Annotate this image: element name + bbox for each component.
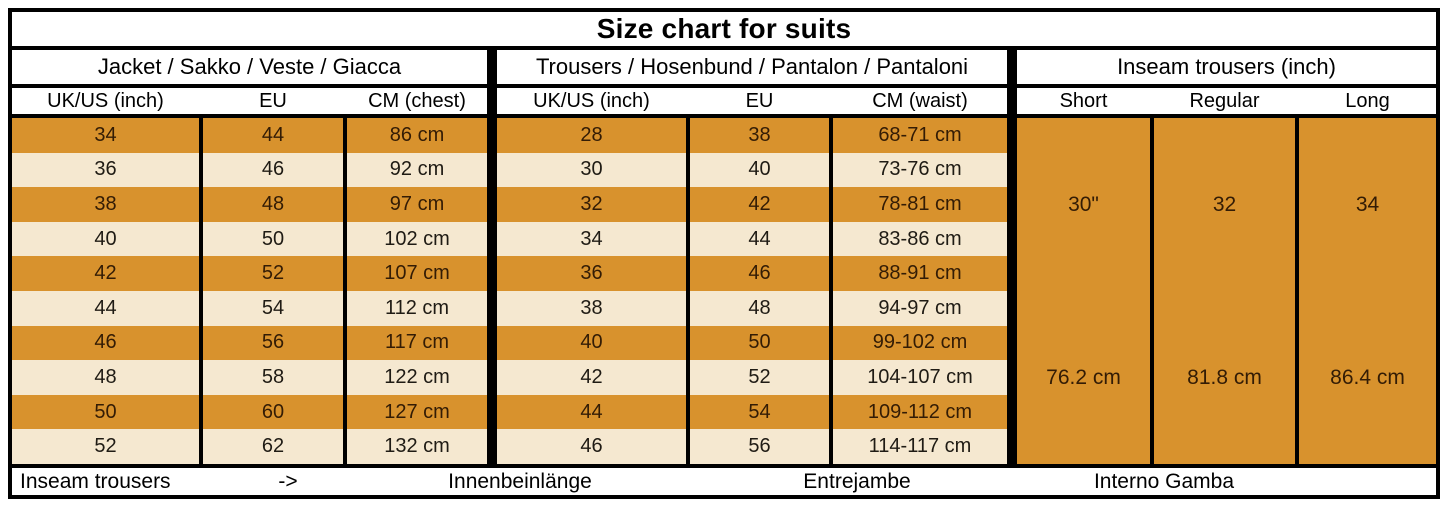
table-cell: 112 cm xyxy=(347,290,487,326)
table-cell: 48 xyxy=(12,360,199,395)
table-cell: 99-102 cm xyxy=(833,325,1007,361)
table-cell: 38 xyxy=(690,118,829,153)
table-cell: 83-86 cm xyxy=(833,221,1007,257)
inseam-column-short: 30" 76.2 cm xyxy=(1017,118,1150,464)
section-header-inseam: Inseam trousers (inch) xyxy=(1017,50,1436,84)
table-cell: 44 xyxy=(12,290,199,326)
table-cell: 86 cm xyxy=(347,118,487,153)
table-cell: 54 xyxy=(690,394,829,430)
table-cell: 54 xyxy=(203,290,343,326)
table-cell: 40 xyxy=(497,325,686,361)
column-header-trousers-eu: EU xyxy=(745,89,774,112)
footer-spanish-label: Entrejambe xyxy=(803,469,911,493)
inseam-column-long: 34 86.4 cm xyxy=(1299,118,1436,464)
table-cell: 58 xyxy=(203,360,343,395)
table-cell: 30 xyxy=(497,152,686,188)
inseam-size-table: 30" 76.2 cm 32 81.8 cm 34 86.4 cm xyxy=(1017,118,1436,464)
table-cell: 52 xyxy=(690,360,829,395)
column-header-trousers-ukus: UK/US (inch) xyxy=(533,89,650,112)
inseam-long-cm: 86.4 cm xyxy=(1330,365,1405,389)
inseam-column-regular: 32 81.8 cm xyxy=(1154,118,1295,464)
table-cell: 114-117 cm xyxy=(833,429,1007,464)
table-cell: 132 cm xyxy=(347,429,487,464)
trousers-column-headers: UK/US (inch) EU CM (waist) xyxy=(497,88,1007,114)
table-cell: 46 xyxy=(12,325,199,361)
inseam-short-inch: 30" xyxy=(1068,192,1099,216)
jacket-size-table: 34 44 86 cm 36 46 92 cm 38 48 97 cm 40 50 102 cm 42 5… xyxy=(12,118,487,464)
table-cell: 32 xyxy=(497,187,686,222)
column-header-band: UK/US (inch) EU CM (chest) UK/US (inch) … xyxy=(12,88,1436,114)
column-header-jacket-eu: EU xyxy=(259,89,287,112)
footer-arrow: -> xyxy=(278,469,298,493)
table-cell: 34 xyxy=(12,118,199,153)
table-cell: 40 xyxy=(690,152,829,188)
page-title: Size chart for suits xyxy=(12,12,1436,46)
column-header-inseam-regular: Regular xyxy=(1189,89,1260,112)
table-cell: 94-97 cm xyxy=(833,290,1007,326)
table-cell: 50 xyxy=(12,394,199,430)
table-cell: 42 xyxy=(12,256,199,291)
footer-inseam-label: Inseam trousers xyxy=(20,469,171,493)
section-header-band: Jacket / Sakko / Veste / Giacca Trousers… xyxy=(12,50,1436,84)
table-cell: 122 cm xyxy=(347,360,487,395)
column-header-jacket-ukus: UK/US (inch) xyxy=(47,89,164,112)
table-cell: 102 cm xyxy=(347,221,487,257)
table-cell: 52 xyxy=(203,256,343,291)
table-cell: 46 xyxy=(203,152,343,188)
jacket-column-headers: UK/US (inch) EU CM (chest) xyxy=(12,88,487,114)
column-header-trousers-cm: CM (waist) xyxy=(872,89,968,112)
table-cell: 78-81 cm xyxy=(833,187,1007,222)
table-cell: 127 cm xyxy=(347,394,487,430)
table-cell: 44 xyxy=(497,394,686,430)
table-cell: 38 xyxy=(497,290,686,326)
table-cell: 104-107 cm xyxy=(833,360,1007,395)
table-cell: 68-71 cm xyxy=(833,118,1007,153)
table-cell: 36 xyxy=(12,152,199,188)
inseam-regular-cm: 81.8 cm xyxy=(1187,365,1262,389)
table-cell: 34 xyxy=(497,221,686,257)
data-band: 34 44 86 cm 36 46 92 cm 38 48 97 cm 40 50 102 cm 42 5… xyxy=(12,118,1436,464)
table-cell: 117 cm xyxy=(347,325,487,361)
table-cell: 48 xyxy=(690,290,829,326)
inseam-regular-inch: 32 xyxy=(1212,192,1237,216)
column-header-jacket-cm: CM (chest) xyxy=(368,89,466,112)
inseam-long-inch: 34 xyxy=(1355,192,1380,216)
table-cell: 36 xyxy=(497,256,686,291)
table-cell: 50 xyxy=(203,221,343,257)
table-cell: 97 cm xyxy=(347,187,487,222)
table-cell: 109-112 cm xyxy=(833,394,1007,430)
inseam-short-cm: 76.2 cm xyxy=(1046,365,1121,389)
table-cell: 28 xyxy=(497,118,686,153)
table-cell: 56 xyxy=(690,429,829,464)
table-cell: 52 xyxy=(12,429,199,464)
table-cell: 50 xyxy=(690,325,829,361)
table-cell: 60 xyxy=(203,394,343,430)
table-cell: 40 xyxy=(12,221,199,257)
footer-german-label: Innenbeinlänge xyxy=(448,469,592,493)
trousers-size-table: 28 38 68-71 cm 30 40 73-76 cm 32 42 78-81 cm 34 44… xyxy=(497,118,1007,464)
table-cell: 107 cm xyxy=(347,256,487,291)
footer-italian-label: Interno Gamba xyxy=(1093,469,1235,493)
column-header-inseam-long: Long xyxy=(1345,89,1390,112)
table-cell: 42 xyxy=(497,360,686,395)
table-cell: 56 xyxy=(203,325,343,361)
inseam-column-headers: Short Regular Long xyxy=(1017,88,1436,114)
table-cell: 73-76 cm xyxy=(833,152,1007,188)
table-cell: 46 xyxy=(497,429,686,464)
table-cell: 62 xyxy=(203,429,343,464)
column-header-inseam-short: Short xyxy=(1059,89,1108,112)
size-chart-table: Size chart for suits Jacket / Sakko / Ve… xyxy=(8,8,1440,499)
table-cell: 48 xyxy=(203,187,343,222)
table-cell: 44 xyxy=(203,118,343,153)
table-cell: 42 xyxy=(690,187,829,222)
table-cell: 88-91 cm xyxy=(833,256,1007,291)
section-header-trousers: Trousers / Hosenbund / Pantalon / Pantal… xyxy=(497,50,1007,84)
table-cell: 44 xyxy=(690,221,829,257)
table-cell: 46 xyxy=(690,256,829,291)
table-cell: 38 xyxy=(12,187,199,222)
section-header-jacket: Jacket / Sakko / Veste / Giacca xyxy=(12,50,487,84)
footer-row: Inseam trousers -> Innenbeinlänge Entrej… xyxy=(12,468,1436,495)
table-cell: 92 cm xyxy=(347,152,487,188)
